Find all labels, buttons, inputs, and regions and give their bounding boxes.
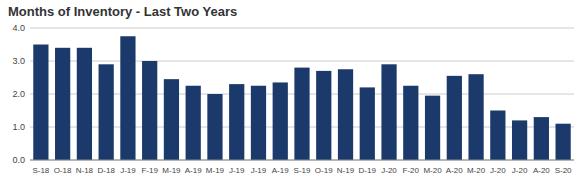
bar	[556, 124, 571, 160]
x-tick-label: M-19	[162, 166, 181, 175]
bar	[273, 82, 288, 160]
x-tick-label: J-19	[251, 166, 267, 175]
bar	[403, 86, 418, 160]
y-tick-label: 3.0	[12, 56, 25, 66]
x-tick-label: A-19	[272, 166, 289, 175]
x-tick-label: N-19	[337, 166, 355, 175]
bar	[33, 45, 48, 161]
bar	[360, 87, 375, 160]
y-tick-label: 2.0	[12, 89, 25, 99]
bar	[316, 71, 331, 160]
y-tick-label: 0.0	[12, 155, 25, 165]
bar	[381, 64, 396, 160]
x-tick-label: D-18	[97, 166, 115, 175]
x-tick-label: S-19	[294, 166, 311, 175]
grid-line	[30, 61, 574, 62]
x-tick-label: F-19	[141, 166, 158, 175]
bar	[142, 61, 157, 160]
x-tick-label: D-19	[359, 166, 377, 175]
bar	[55, 48, 70, 160]
x-tick-label: M-20	[467, 166, 486, 175]
x-tick-label: S-20	[555, 166, 572, 175]
bar	[164, 79, 179, 160]
x-tick-label: J-19	[229, 166, 245, 175]
x-tick-label: A-19	[185, 166, 202, 175]
x-tick-label: F-20	[403, 166, 420, 175]
bars	[33, 36, 570, 160]
x-tick-label: A-20	[446, 166, 463, 175]
bar	[77, 48, 92, 160]
x-tick-label: M-19	[206, 166, 225, 175]
bar	[294, 68, 309, 160]
x-tick-label: N-18	[76, 166, 94, 175]
bar	[534, 117, 549, 160]
bar	[447, 76, 462, 160]
x-tick-label: J-19	[120, 166, 136, 175]
bar	[338, 69, 353, 160]
bar	[186, 86, 201, 160]
x-tick-label: O-18	[54, 166, 72, 175]
grid	[30, 28, 574, 160]
bar	[490, 111, 505, 161]
x-tick-label: J-20	[490, 166, 506, 175]
bar	[251, 86, 266, 160]
y-tick-label: 1.0	[12, 122, 25, 132]
chart: Months of Inventory - Last Two Years 0.0 1…	[0, 0, 582, 182]
x-tick-label: O-19	[315, 166, 333, 175]
bar	[425, 96, 440, 160]
grid-line	[30, 28, 574, 29]
x-tick-label: J-20	[381, 166, 397, 175]
x-tick-label: S-18	[32, 166, 49, 175]
x-axis-line	[30, 160, 574, 161]
bar	[207, 94, 222, 160]
bar	[120, 36, 135, 160]
bar	[229, 84, 244, 160]
title: Months of Inventory - Last Two Years	[8, 4, 237, 19]
y-tick-label: 4.0	[12, 23, 25, 33]
x-tick-label: A-20	[533, 166, 550, 175]
bar	[468, 74, 483, 160]
grid-line	[30, 160, 574, 161]
bar	[99, 64, 114, 160]
x-tick-label: J-20	[512, 166, 528, 175]
x-tick-label: M-20	[423, 166, 442, 175]
bar	[512, 120, 527, 160]
